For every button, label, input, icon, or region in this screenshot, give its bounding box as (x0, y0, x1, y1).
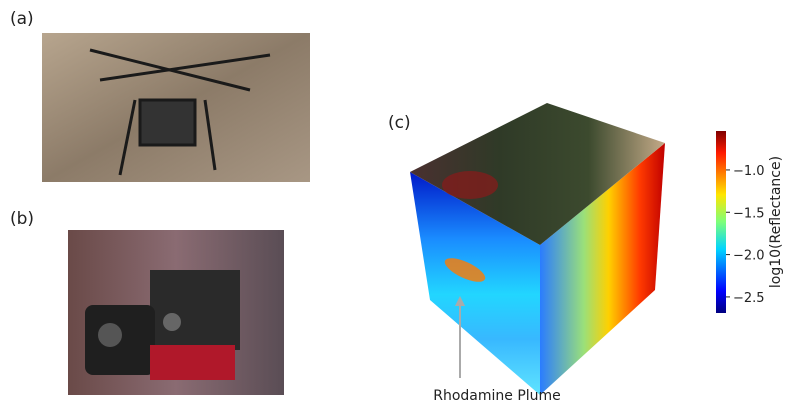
colorbar (716, 131, 726, 313)
tick-label: −2.5 (733, 291, 765, 306)
panel-label: (a) (10, 9, 34, 29)
colorbar-title: log10(Reflectance) (768, 156, 784, 288)
colorbar-ticks: −1.0 −1.5 −2.0 −2.5 (726, 164, 765, 306)
tick-label: −1.5 (733, 206, 765, 221)
panel-label: (c) (388, 113, 411, 133)
panel-label: (b) (10, 209, 34, 229)
figure: (a) (b) (c) Rhodamine Plume log10(Reflec… (0, 0, 786, 403)
top-plume (442, 171, 498, 199)
tick-label: −1.0 (733, 164, 765, 179)
tick-label: −2.0 (733, 249, 765, 264)
annotation: Rhodamine Plume (433, 388, 561, 403)
